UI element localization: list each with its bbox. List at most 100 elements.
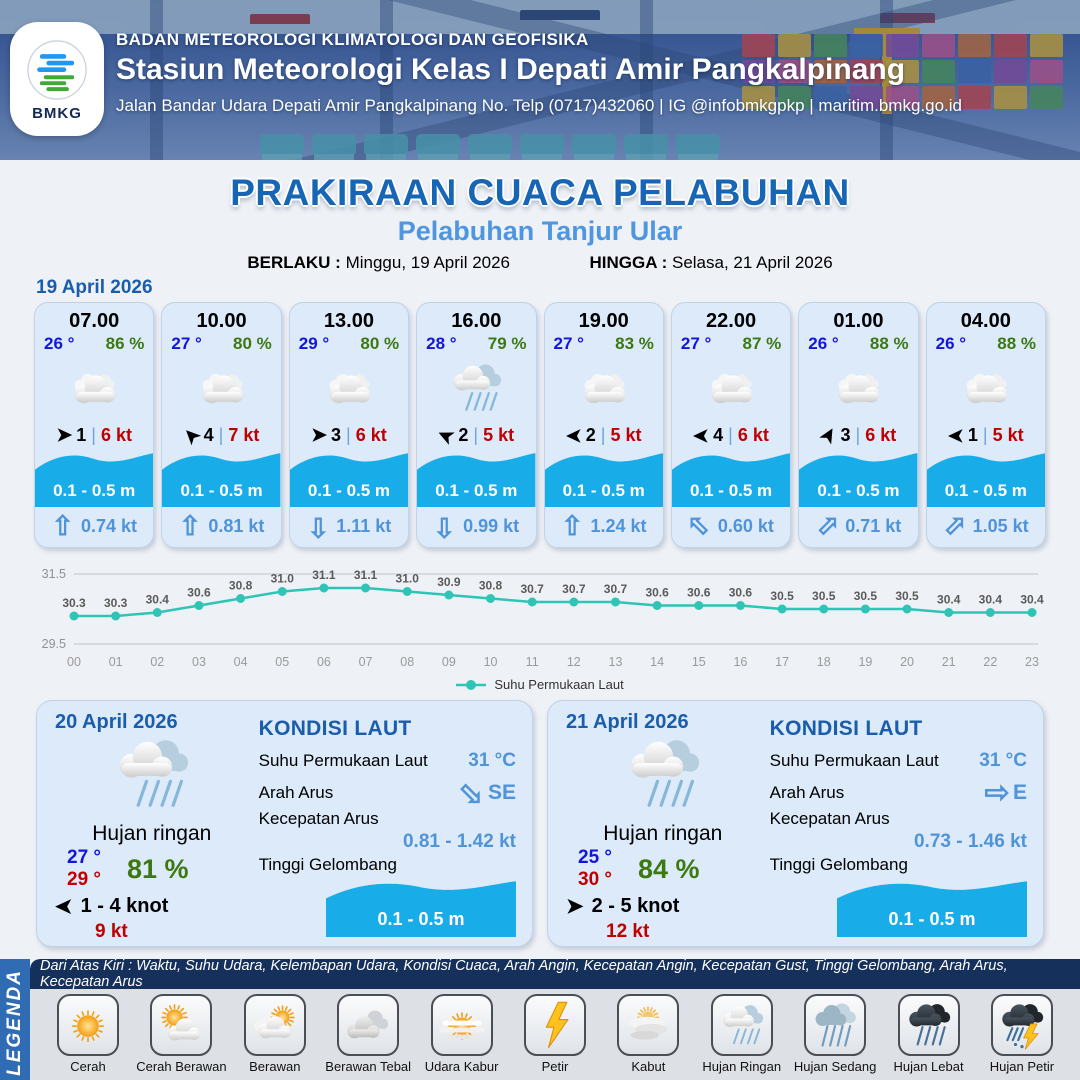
legend-item-label: Berawan Tebal: [325, 1059, 412, 1074]
header-overlay: [0, 0, 1080, 160]
wave-height-band: 0.1 - 0.5 m: [162, 449, 281, 507]
validity-row: BERLAKU : Minggu, 19 April 2026 HINGGA :…: [0, 253, 1080, 273]
wind-speed: 5 kt: [992, 425, 1024, 445]
page-title: PRAKIRAAN CUACA PELABUHAN: [230, 172, 850, 213]
current-speed: 0.74 kt: [80, 515, 138, 536]
chart-legend-label: Suhu Permukaan Laut: [494, 677, 624, 692]
legend-weather-icon: [154, 998, 208, 1052]
forecast-time: 04.00: [960, 310, 1011, 332]
wave-height-band: 0.1 - 0.5 m: [671, 449, 791, 507]
current-speed: 0.71 kt: [845, 515, 902, 536]
wave-height-band: 0.1 - 0.5 m: [289, 449, 409, 507]
legend-item: Berawan Tebal: [322, 994, 414, 1074]
wave-height-value: 0.1 - 0.5 m: [307, 481, 391, 500]
current-direction-icon: ⇧: [306, 511, 330, 542]
sst-value: 31 °C: [468, 750, 516, 771]
legend-item: Berawan: [229, 994, 321, 1074]
humidity: 84 %: [638, 853, 700, 884]
station-address: Jalan Bandar Udara Depati Amir Pangkalpi…: [116, 96, 963, 115]
forecast-time: 22.00: [706, 310, 757, 332]
svg-text:18: 18: [817, 655, 831, 669]
air-temperature: 28 °: [426, 334, 457, 353]
wave-height-value: 0.1 - 0.5 m: [888, 909, 976, 929]
svg-text:30.7: 30.7: [562, 582, 586, 596]
wind-separator: |: [855, 425, 861, 445]
svg-text:30.6: 30.6: [187, 586, 211, 600]
svg-text:30.4: 30.4: [937, 593, 961, 607]
daily-cards-row: 20 April 2026 Hujan ringan 27 ° 29 ° 81 …: [36, 700, 1044, 947]
svg-text:09: 09: [442, 655, 456, 669]
page-subtitle: Pelabuhan Tanjur Ular: [397, 216, 683, 246]
wave-icon: [926, 453, 1045, 507]
wind-direction-icon: ➤: [178, 422, 205, 449]
wave-height-value: 0.1 - 0.5 m: [562, 481, 645, 500]
weather-icon: [162, 356, 280, 416]
legend-weather-icon: [341, 998, 395, 1052]
svg-text:30.3: 30.3: [104, 596, 128, 610]
air-temperature: 29 °: [298, 334, 330, 353]
sst-label: Suhu Permukaan Laut: [258, 751, 428, 770]
wind-direction-icon: ➤: [693, 425, 710, 446]
legend-note: Dari Atas Kiri : Waktu, Suhu Udara, Kele…: [30, 959, 1080, 990]
current-speed: 1.05 kt: [972, 515, 1029, 536]
forecast-time: 19.00: [578, 310, 629, 332]
legend-weather-icon: [808, 998, 862, 1052]
air-temperature: 27 °: [680, 334, 712, 353]
legend-weather-icon: [902, 998, 956, 1052]
wind-separator: |: [346, 425, 351, 445]
daily-date: 21 April 2026: [566, 711, 689, 733]
wind-speed: 6 kt: [737, 425, 769, 445]
humidity: 88 %: [869, 334, 909, 353]
current-dir-label: Arah Arus: [769, 783, 845, 802]
svg-text:30.7: 30.7: [520, 582, 544, 596]
weather-icon: [927, 356, 1045, 416]
wind-range: 2 - 5 knot: [591, 895, 680, 917]
valid-from-label: BERLAKU :: [247, 253, 341, 272]
wave-icon: [544, 453, 663, 507]
svg-text:06: 06: [317, 655, 331, 669]
legend-weather-icon: [435, 998, 489, 1052]
wave-height-value: 0.1 - 0.5 m: [53, 481, 136, 500]
gust-speed: 12 kt: [606, 921, 650, 942]
temp-max: 29 °: [67, 869, 102, 890]
forecast-time: 10.00: [196, 310, 247, 332]
legend-item: Hujan Sedang: [789, 994, 881, 1074]
chart-legend: Suhu Permukaan Laut: [30, 677, 1050, 692]
window-frame: [150, 0, 163, 160]
wave-height-label: Tinggi Gelombang: [769, 855, 908, 874]
legend-weather-icon: [248, 998, 302, 1052]
svg-text:03: 03: [192, 655, 206, 669]
current-direction-icon: ⇧: [978, 780, 1012, 806]
hourly-forecast-card: 19.00 27 ° 83 % ➤ 2 | 5 kt 0.1 - 0.5 m ⇧…: [543, 302, 664, 548]
current-speed-value: 0.73 - 1.46 kt: [913, 831, 1027, 852]
wind-speed: 5 kt: [483, 425, 515, 445]
wave-height-band: 0.1 - 0.5 m: [837, 877, 1027, 937]
wind-beaufort: 3: [840, 425, 851, 445]
svg-text:23: 23: [1025, 655, 1039, 669]
current-direction-icon: ⇧: [433, 511, 457, 542]
wave-height-band: 0.1 - 0.5 m: [35, 449, 154, 507]
wave-height-label: Tinggi Gelombang: [258, 855, 397, 874]
current-direction-icon: ⇧: [680, 507, 718, 545]
svg-text:30.4: 30.4: [1020, 593, 1044, 607]
wind-direction-icon: ➤: [815, 423, 842, 448]
wave-icon: [35, 453, 154, 507]
wind-separator: |: [473, 425, 479, 445]
wave-icon: [799, 453, 918, 507]
gust-speed: 9 kt: [95, 921, 128, 942]
svg-text:02: 02: [150, 655, 164, 669]
terminal-seats-art: [260, 134, 720, 154]
weather-icon: [290, 356, 408, 416]
hourly-forecast-card: 07.00 26 ° 86 % ➤ 1 | 6 kt 0.1 - 0.5 m ⇧…: [34, 302, 155, 548]
legend-item-label: Berawan: [249, 1059, 301, 1074]
legend-item: Cerah: [42, 994, 134, 1074]
wave-height-value: 0.1 - 0.5 m: [944, 481, 1027, 500]
wind-beaufort: 2: [458, 425, 469, 445]
svg-text:10: 10: [484, 655, 498, 669]
legend-weather-icon: [528, 998, 582, 1052]
humidity: 83 %: [615, 334, 654, 353]
legend-weather-icon: [995, 998, 1049, 1052]
wind-separator: |: [728, 425, 733, 445]
sea-conditions-title: KONDISI LAUT: [258, 717, 412, 740]
svg-text:30.5: 30.5: [895, 589, 919, 603]
